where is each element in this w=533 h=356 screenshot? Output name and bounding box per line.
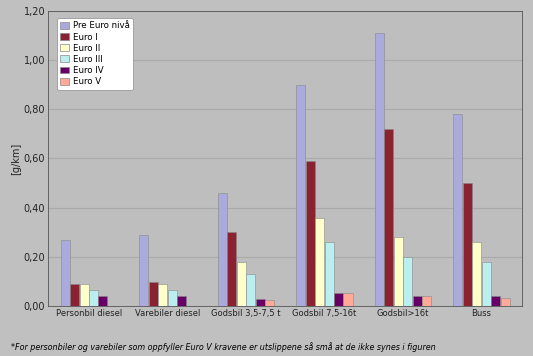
Bar (227, 232, 236, 306)
Bar (61, 240, 70, 306)
Bar (315, 218, 324, 306)
Bar (306, 161, 315, 306)
Bar (177, 296, 186, 306)
Bar (255, 299, 264, 306)
Bar (413, 296, 422, 306)
Bar (500, 298, 510, 306)
Bar (70, 284, 79, 306)
Bar (334, 293, 343, 306)
Bar (296, 84, 305, 306)
Legend: Pre Euro nivå, Euro I, Euro II, Euro III, Euro IV, Euro V: Pre Euro nivå, Euro I, Euro II, Euro III… (57, 18, 133, 90)
Y-axis label: [g/km]: [g/km] (11, 142, 21, 174)
Bar (149, 282, 158, 306)
Bar (89, 290, 98, 306)
Bar (375, 33, 384, 306)
Bar (491, 296, 500, 306)
Bar (482, 262, 491, 306)
Text: *For personbiler og varebiler som oppfyller Euro V kravene er utslippene så små : *For personbiler og varebiler som oppfyl… (11, 342, 435, 352)
Bar (384, 129, 393, 306)
Bar (463, 183, 472, 306)
Bar (265, 300, 274, 306)
Bar (237, 262, 246, 306)
Bar (454, 114, 463, 306)
Bar (403, 257, 412, 306)
Bar (79, 284, 88, 306)
Bar (472, 242, 481, 306)
Bar (158, 284, 167, 306)
Bar (218, 193, 227, 306)
Bar (139, 235, 148, 306)
Bar (343, 293, 352, 306)
Bar (325, 242, 334, 306)
Bar (99, 296, 108, 306)
Bar (394, 237, 403, 306)
Bar (422, 296, 431, 306)
Bar (167, 290, 176, 306)
Bar (246, 274, 255, 306)
